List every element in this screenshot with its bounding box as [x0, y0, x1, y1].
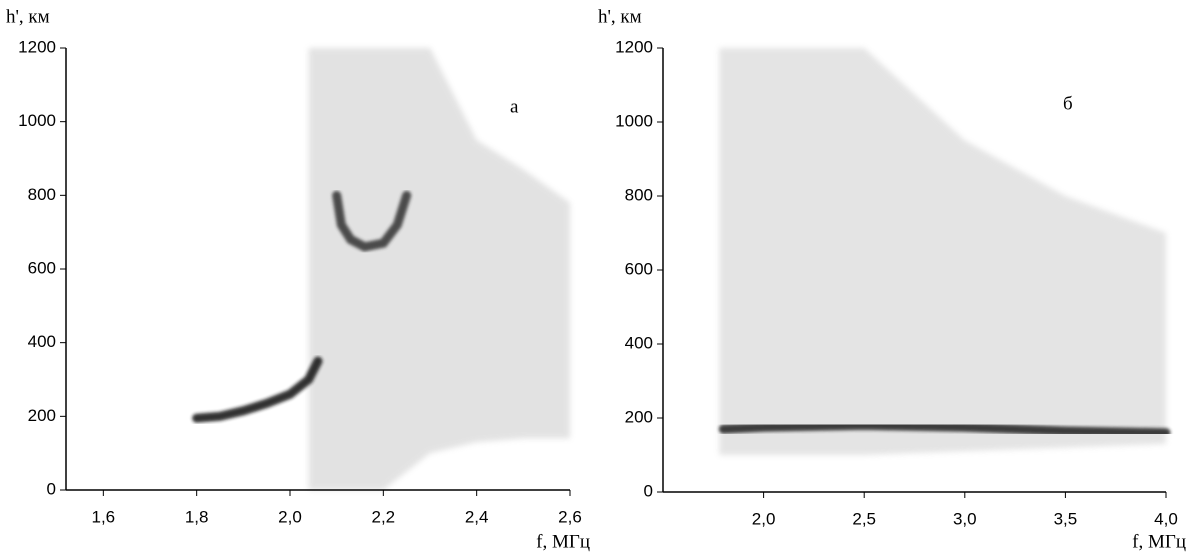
diffuse-echo: [719, 48, 1166, 455]
y-tick-label: 1200: [18, 37, 56, 56]
panel-label: а: [510, 96, 519, 117]
x-tick-label: 2,2: [372, 507, 396, 526]
x-axis-label: f, МГц: [536, 531, 590, 552]
y-tick-label: 400: [625, 333, 653, 352]
y-tick-label: 400: [28, 332, 56, 351]
panel-label: б: [1063, 93, 1073, 114]
y-tick-label: 600: [625, 259, 653, 278]
x-tick-label: 2,6: [558, 507, 582, 526]
x-tick-label: 2,0: [278, 507, 302, 526]
y-tick-label: 0: [644, 481, 653, 500]
x-tick-label: 2,4: [465, 507, 489, 526]
x-axis-label: f, МГц: [1132, 531, 1186, 552]
y-tick-label: 200: [28, 406, 56, 425]
y-tick-label: 1000: [18, 111, 56, 130]
y-tick-label: 1200: [615, 37, 653, 56]
x-tick-label: 3,0: [953, 509, 977, 528]
y-tick-label: 200: [625, 407, 653, 426]
echo-trace: [718, 420, 1171, 438]
x-tick-label: 1,8: [185, 507, 209, 526]
y-tick-label: 800: [625, 185, 653, 204]
x-tick-label: 4,0: [1154, 509, 1178, 528]
y-axis-label: h', км: [6, 6, 50, 27]
echo-trace: [332, 190, 412, 252]
y-axis-label: h', км: [598, 6, 642, 27]
diffuse-echo: [308, 48, 570, 490]
y-tick-label: 1000: [615, 111, 653, 130]
x-tick-label: 3,5: [1054, 509, 1078, 528]
y-tick-label: 0: [47, 479, 56, 498]
x-tick-label: 2,0: [752, 509, 776, 528]
echo-trace: [192, 356, 323, 423]
y-tick-label: 600: [28, 258, 56, 277]
x-tick-label: 1,6: [92, 507, 116, 526]
y-tick-label: 800: [28, 185, 56, 204]
x-tick-label: 2,5: [852, 509, 876, 528]
